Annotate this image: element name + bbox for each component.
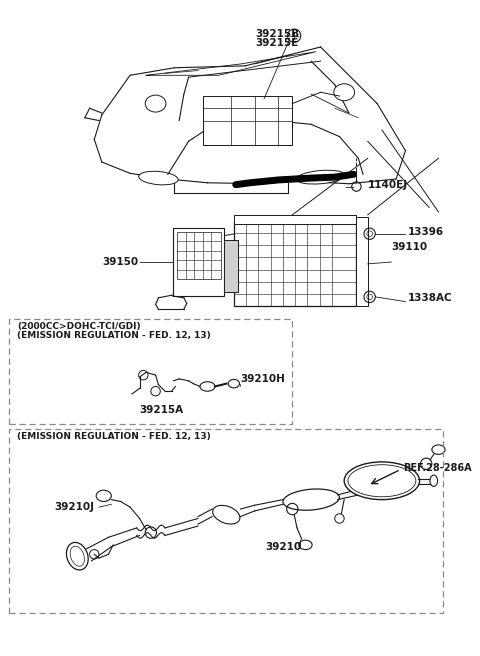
Text: (2000CC>DOHC-TCI/GDI): (2000CC>DOHC-TCI/GDI) <box>17 321 141 331</box>
Text: 39215A: 39215A <box>140 405 184 415</box>
Ellipse shape <box>96 490 111 501</box>
Ellipse shape <box>200 382 215 391</box>
Text: (EMISSION REGULATION - FED. 12, 13): (EMISSION REGULATION - FED. 12, 13) <box>17 432 211 441</box>
Ellipse shape <box>430 475 438 486</box>
Bar <box>177 232 221 279</box>
Ellipse shape <box>348 464 416 497</box>
Text: 39210H: 39210H <box>240 374 285 384</box>
Text: 39215B: 39215B <box>255 29 300 39</box>
Bar <box>172 228 225 296</box>
Ellipse shape <box>432 445 445 455</box>
Bar <box>357 216 368 306</box>
Ellipse shape <box>66 543 88 570</box>
Ellipse shape <box>296 170 345 184</box>
Text: 13396: 13396 <box>408 227 444 237</box>
Ellipse shape <box>228 379 240 388</box>
Bar <box>234 222 357 306</box>
Bar <box>203 96 292 145</box>
Ellipse shape <box>334 84 355 101</box>
Ellipse shape <box>213 505 240 524</box>
Text: 39210J: 39210J <box>55 502 95 512</box>
Bar <box>10 429 443 613</box>
Ellipse shape <box>299 540 312 550</box>
Text: (EMISSION REGULATION - FED. 12, 13): (EMISSION REGULATION - FED. 12, 13) <box>17 331 211 340</box>
Bar <box>225 240 238 292</box>
Text: 39215E: 39215E <box>255 38 299 49</box>
Text: 39210: 39210 <box>265 542 301 552</box>
Ellipse shape <box>139 171 178 185</box>
Text: 1338AC: 1338AC <box>408 293 452 303</box>
Ellipse shape <box>344 462 420 500</box>
Text: REF.28-286A: REF.28-286A <box>404 462 472 472</box>
Ellipse shape <box>70 546 84 566</box>
Ellipse shape <box>283 489 339 510</box>
Text: 39110: 39110 <box>391 242 428 252</box>
Bar <box>10 319 292 424</box>
Bar <box>234 215 357 224</box>
Text: 1140EJ: 1140EJ <box>368 180 408 190</box>
Ellipse shape <box>145 95 166 112</box>
Text: 39150: 39150 <box>103 257 139 267</box>
